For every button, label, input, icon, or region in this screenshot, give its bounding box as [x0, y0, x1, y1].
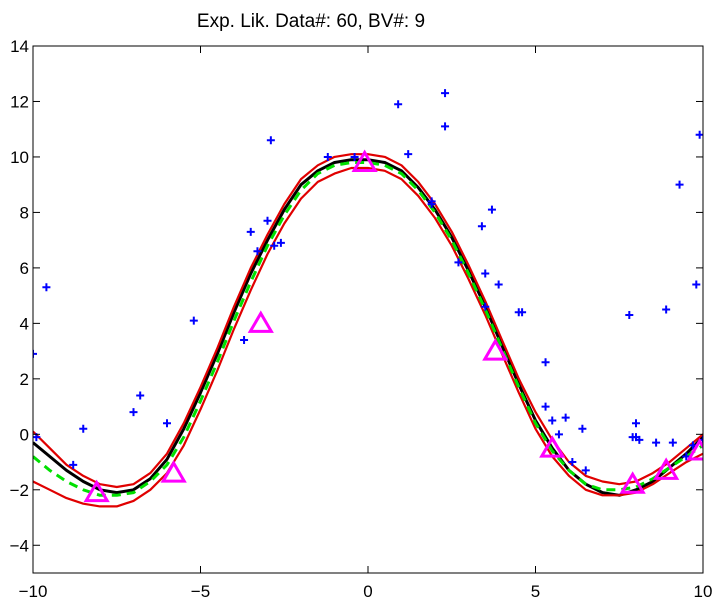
data-point [635, 435, 644, 444]
basis-vector-marker [686, 437, 703, 461]
data-point [518, 308, 527, 317]
data-point [189, 316, 198, 325]
y-tick-label: −2 [10, 481, 29, 500]
series-upper-band [33, 153, 703, 489]
y-tick-label: 14 [10, 37, 29, 56]
data-point [561, 413, 570, 422]
data-point [487, 205, 496, 214]
data-point [33, 349, 37, 358]
y-tick-label: 0 [20, 425, 29, 444]
data-point [441, 122, 450, 131]
data-point [42, 283, 51, 292]
data-point [266, 136, 275, 145]
basis-vector-marker [247, 310, 274, 333]
data-point [276, 238, 285, 247]
axis-ticks: −10 −5 0 5 10 −4 −2 0 2 4 6 8 10 12 14 [10, 37, 713, 601]
x-tick-label: −10 [19, 582, 48, 601]
data-point [427, 197, 436, 206]
basis-vector-marker [619, 471, 646, 494]
data-point [69, 460, 78, 469]
data-point [662, 305, 671, 314]
data-point [129, 408, 138, 417]
y-tick-label: 10 [10, 148, 29, 167]
basis-vector-marker [351, 149, 378, 172]
data-point [79, 424, 88, 433]
plot-area [33, 89, 703, 508]
y-tick-label: 2 [20, 370, 29, 389]
data-point [568, 458, 577, 467]
data-point [404, 150, 413, 159]
data-point [692, 280, 701, 289]
data-point [477, 222, 486, 231]
basis-vector-marker [653, 457, 680, 480]
y-tick-label: 12 [10, 92, 29, 111]
data-point [163, 419, 171, 428]
data-point [675, 180, 684, 189]
basis-vector-marker [83, 479, 110, 503]
basis-vector-marker [539, 435, 566, 458]
data-point [668, 438, 677, 447]
basis-vector-marker [482, 338, 509, 361]
data-point [652, 438, 661, 447]
data-point [581, 466, 590, 475]
x-tick-label: 10 [694, 582, 713, 601]
x-tick-label: 5 [531, 582, 540, 601]
x-tick-label: 0 [363, 582, 372, 601]
data-point [253, 247, 262, 256]
data-point [695, 130, 703, 139]
y-tick-label: 6 [20, 259, 29, 278]
y-tick-label: −4 [10, 536, 29, 555]
data-point [578, 424, 587, 433]
data-point [541, 402, 550, 411]
data-point [481, 269, 490, 278]
data-point [240, 336, 249, 345]
data-point [270, 241, 279, 250]
basis-vector-marker [160, 460, 187, 483]
data-point [554, 430, 563, 439]
data-point [246, 227, 255, 236]
data-point [263, 216, 272, 225]
x-tick-label: −5 [191, 582, 210, 601]
y-tick-label: 4 [20, 314, 29, 333]
y-tick-label: 8 [20, 203, 29, 222]
data-point [441, 89, 450, 98]
series-lower-band [33, 166, 703, 508]
data-point [323, 152, 332, 161]
data-point [394, 100, 403, 109]
data-point [481, 302, 490, 311]
data-point [548, 416, 557, 425]
data-point [494, 280, 503, 289]
data-point [625, 311, 634, 320]
data-point [136, 391, 145, 400]
data-point [454, 258, 463, 267]
data-point [350, 152, 359, 161]
chart-title: Exp. Lik. Data#: 60, BV#: 9 [197, 11, 425, 32]
data-point [541, 358, 550, 367]
series-gp-mean [33, 161, 703, 497]
data-point [632, 419, 640, 428]
